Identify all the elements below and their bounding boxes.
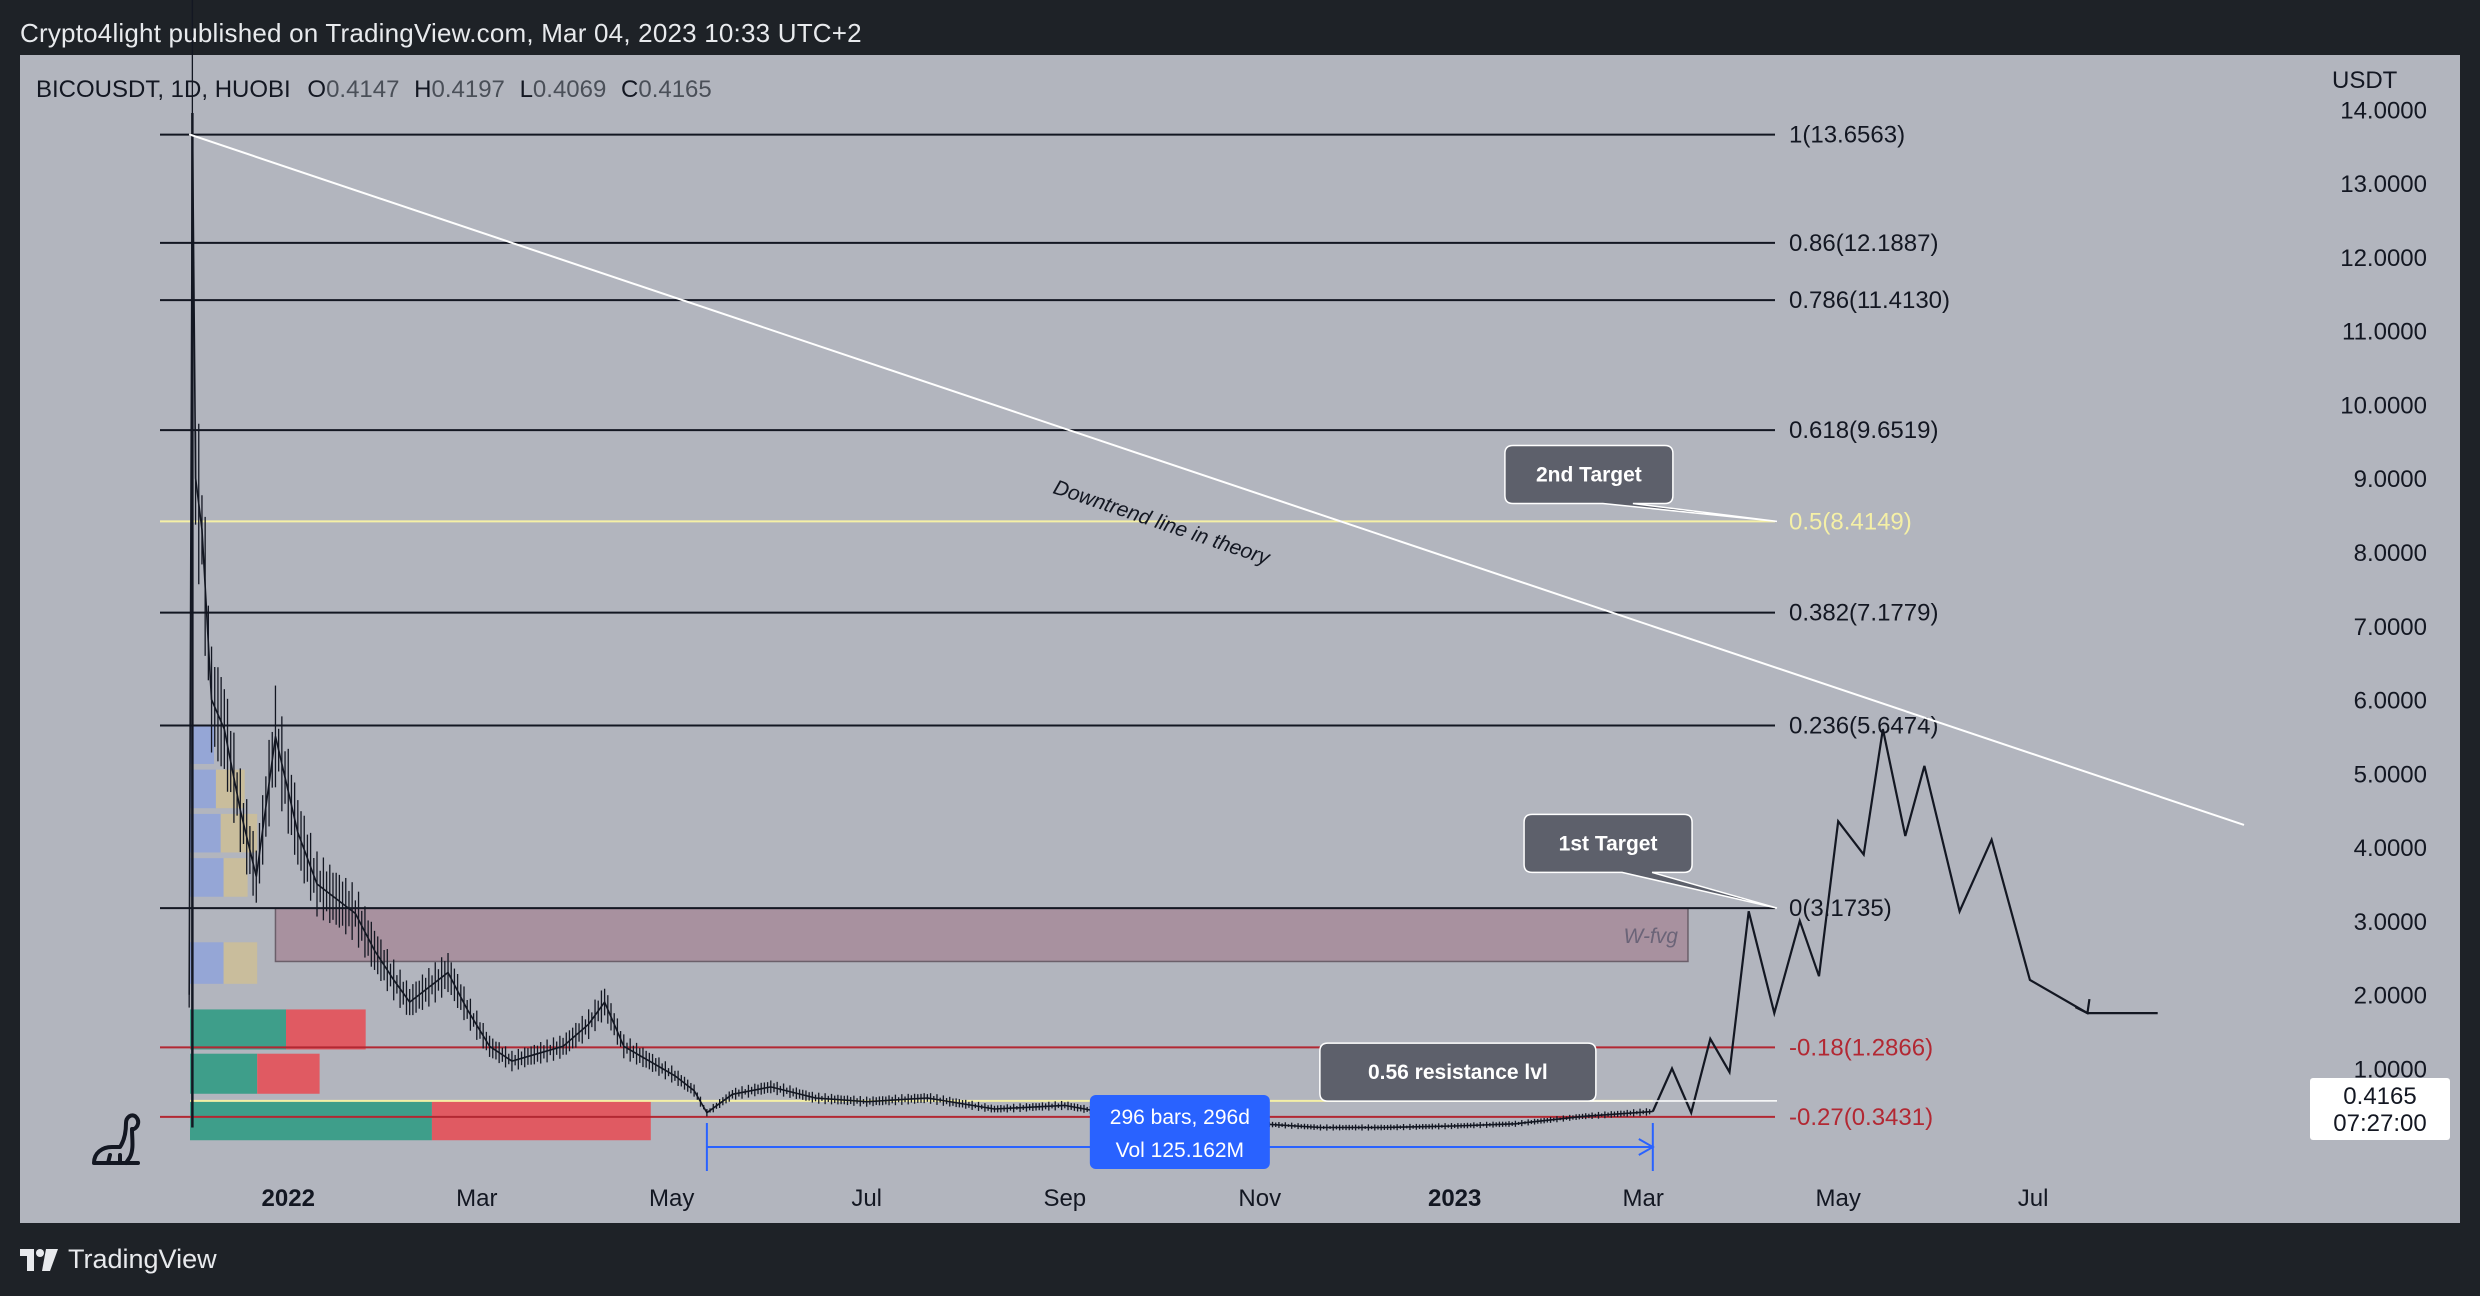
fib-level-label: 0(3.1735) <box>1789 895 1892 922</box>
callout-label: 0.56 resistance lvl <box>1368 1061 1548 1084</box>
measure-arrow <box>1638 1138 1655 1156</box>
measure-label-bg <box>1089 1095 1270 1169</box>
callout-label: 2nd Target <box>1536 464 1642 487</box>
open-value: 0.4147 <box>326 76 400 103</box>
tradingview-brand-label: TradingView <box>68 1244 217 1274</box>
fib-level-label: 0.618(9.6519) <box>1789 417 1938 444</box>
vp-bar-up <box>190 1100 432 1141</box>
y-tick-label: 6.0000 <box>2354 688 2427 715</box>
fib-levels-layer: 1(13.6563) 0.86(12.1887) 0.786(11.4130) 0.6… <box>160 122 1950 1131</box>
vp-bar-down <box>286 1009 366 1050</box>
symbol-name[interactable]: BICOUSDT, 1D, HUOBI <box>36 76 291 103</box>
vp-bar-down <box>220 813 258 853</box>
fvg-zone-layer: W-fvg <box>274 907 1689 963</box>
downtrend-line <box>188 133 2245 826</box>
y-axis-unit: USDT <box>2332 67 2398 94</box>
low-value: 0.4069 <box>532 76 607 103</box>
y-tick-label: 3.0000 <box>2354 909 2427 936</box>
y-tick-label: 1.0000 <box>2354 1056 2427 1083</box>
fvg-zone <box>274 907 1689 963</box>
measure-volume-label: Vol 125.162M <box>1116 1139 1244 1162</box>
tradingview-logo-icon <box>20 1248 58 1271</box>
fib-level-label: 0.236(5.6474) <box>1789 713 1938 740</box>
price-layer <box>188 0 2158 1131</box>
y-tick-label: 12.0000 <box>2340 245 2427 272</box>
price-line <box>188 116 1653 1129</box>
x-tick-label: 2022 <box>262 1185 315 1212</box>
axes-layer: USDT 0.4165 07:27:00 14.0000 13.0000 12.00… <box>262 67 2450 1212</box>
close-value: 0.4165 <box>638 76 712 103</box>
x-tick-label: May <box>1815 1185 1860 1212</box>
high-value: 0.4197 <box>431 76 505 103</box>
vp-bar-down <box>431 1100 651 1141</box>
vp-bar-up <box>190 942 224 984</box>
fib-level-label: -0.27(0.3431) <box>1789 1104 1933 1131</box>
callout-bubble <box>1319 1042 1778 1102</box>
annotations-layer: 2nd Target 1st Target 0.56 resistance lvl D… <box>1050 444 1778 1102</box>
y-tick-label: 8.0000 <box>2354 540 2427 567</box>
y-tick-label: 11.0000 <box>2342 319 2427 346</box>
ohlc-legend: BICOUSDT, 1D, HUOBI O0.4147 H0.4197 L0.4… <box>36 76 712 104</box>
vp-bar-down <box>223 858 248 897</box>
vp-bar-up <box>190 858 224 897</box>
y-tick-label: 14.0000 <box>2340 97 2427 124</box>
high-label: H <box>414 76 432 103</box>
x-tick-label: Nov <box>1238 1185 1281 1212</box>
callout-bubble <box>1523 813 1778 909</box>
current-price: 0.4165 <box>2343 1083 2416 1110</box>
y-tick-label: 5.0000 <box>2354 761 2427 788</box>
published-line: Crypto4light published on TradingView.co… <box>20 18 862 48</box>
current-price-tag: 0.4165 07:27:00 <box>2310 1078 2450 1140</box>
measure-bars-label: 296 bars, 296d <box>1110 1106 1250 1129</box>
vp-bar-down <box>223 942 258 984</box>
vp-bar-up <box>190 1053 258 1094</box>
dino-logo-icon <box>92 1113 141 1165</box>
x-tick-label: Mar <box>456 1185 497 1212</box>
fib-level-label: 0.86(12.1887) <box>1789 230 1938 257</box>
vp-bar-up <box>190 1009 286 1050</box>
open-label: O <box>307 76 327 103</box>
x-tick-label: 2023 <box>1428 1185 1481 1212</box>
x-tick-label: May <box>649 1185 694 1212</box>
vp-bar-up <box>190 769 216 809</box>
y-tick-label: 10.0000 <box>2340 392 2427 419</box>
y-tick-label: 9.0000 <box>2354 466 2427 493</box>
x-tick-label: Sep <box>1043 1185 1086 1212</box>
current-price-tag-bg <box>2310 1078 2450 1140</box>
y-tick-label: 4.0000 <box>2354 835 2427 862</box>
fib-level-label: 0.382(7.1779) <box>1789 600 1938 627</box>
x-tick-label: Jul <box>2018 1185 2049 1212</box>
projection-path <box>1651 728 2158 1117</box>
low-label: L <box>519 76 533 103</box>
x-tick-label: Mar <box>1623 1185 1664 1212</box>
fib-level-label: 0.5(8.4149) <box>1789 508 1912 535</box>
fib-level-label: 0.786(11.4130) <box>1789 287 1950 314</box>
fvg-zone-label: W-fvg <box>1624 925 1679 948</box>
y-tick-label: 13.0000 <box>2340 171 2427 198</box>
downtrend-label: Downtrend line in theory <box>1050 476 1273 570</box>
fib-level-label: 1(13.6563) <box>1789 122 1905 149</box>
y-tick-label: 2.0000 <box>2354 983 2427 1010</box>
tradingview-brand[interactable]: TradingView <box>20 1244 217 1275</box>
vp-bar-up <box>190 725 214 764</box>
downtrend-layer <box>188 133 2245 826</box>
chart-pane[interactable] <box>20 55 2460 1223</box>
projection-arrowhead <box>2074 998 2091 1015</box>
callout-label: 1st Target <box>1559 832 1658 855</box>
vp-bar-up <box>190 813 221 853</box>
y-tick-label: 7.0000 <box>2354 614 2427 641</box>
close-label: C <box>621 76 639 103</box>
callout-bubble <box>1504 444 1778 523</box>
fib-level-label: -0.18(1.2866) <box>1789 1034 1933 1061</box>
measure-layer: 296 bars, 296d Vol 125.162M <box>705 1095 1655 1171</box>
x-tick-label: Jul <box>851 1185 882 1212</box>
vp-bar-down <box>257 1053 320 1094</box>
bar-countdown: 07:27:00 <box>2333 1110 2426 1137</box>
